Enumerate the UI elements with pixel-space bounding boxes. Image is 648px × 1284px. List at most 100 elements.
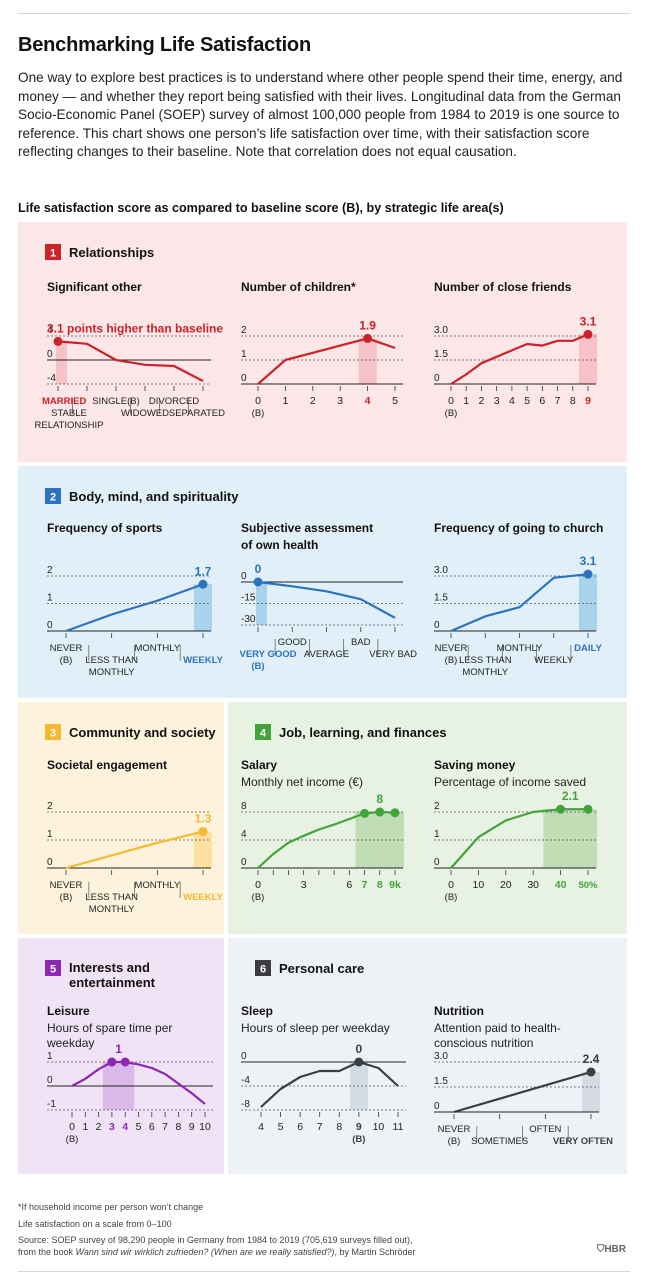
x-tick-label: 4 [122,1121,128,1133]
section-panel-interests [18,938,224,1174]
x-tick-label: VERY OFTEN [553,1136,613,1147]
highlight-point [586,1067,596,1077]
series-line [65,830,204,870]
section-title: Personal care [279,961,364,976]
y-tick-label: 1.5 [434,1076,448,1087]
highlight-value-label: 2.1 [562,789,579,803]
x-tick-label: NEVER [438,1124,471,1135]
x-tick-label: MONTHLY [497,643,543,654]
y-tick-label: 2 [434,801,440,812]
section-title: Body, mind, and spirituality [69,489,239,504]
x-tick-label: MONTHLY [89,904,135,915]
footnote-source-from: from the book [18,1247,76,1257]
x-tick-label: GOOD [278,637,307,648]
x-tick-label: 9k [389,879,401,891]
series-line [450,573,589,633]
chart-title: Salary [241,758,277,772]
footnote-source-line2: from the book Wann sind wir wirklich zuf… [18,1247,416,1257]
x-tick-label: 7 [362,879,368,891]
y-tick-label: 0 [47,620,53,631]
x-tick-label: RELATIONSHIP [35,420,104,431]
x-tick-label: 2 [310,395,316,407]
x-tick-label: 6 [297,1121,303,1133]
y-tick-label: 0 [241,1051,247,1062]
section-number-badge [255,724,271,740]
x-tick-label: 40 [555,879,567,891]
x-tick-label: BAD [351,637,371,648]
x-tick-label: MONTHLY [462,667,508,678]
x-tick-label: 4 [509,395,515,407]
highlight-band [579,334,597,384]
y-tick-label: 0 [434,373,440,384]
x-tick-label: 5 [392,395,398,407]
highlight-point [363,333,373,343]
x-tick-label: SEPARATED [169,408,225,419]
highlight-point [198,827,208,837]
section-panel-community [18,702,224,934]
y-tick-label: 3.0 [434,565,448,576]
highlight-band [56,341,67,384]
section-number-badge [255,960,271,976]
chart-title: Societal engagement [47,758,167,772]
x-tick-label: NEVER [50,880,83,891]
section-title: Job, learning, and finances [279,725,447,740]
x-tick-label: WEEKLY [534,655,574,666]
y-tick-label: 8 [241,801,247,812]
y-tick-label: 2 [47,801,53,812]
x-tick-label: NEVER [435,643,468,654]
x-tick-label: DIVORCED [149,396,199,407]
x-tick-label: 5 [524,395,530,407]
highlight-value-label: 8 [376,792,383,806]
y-tick-label: 0 [47,349,53,360]
section-title-line2: entertainment [69,975,156,990]
x-tick-label: AVERAGE [304,649,349,660]
series-line [65,583,204,633]
x-tick-label: SINGLE(B) [92,396,140,407]
x-tick-label: LESS THAN [85,655,138,666]
highlight-point [583,329,593,339]
x-tick-label: (B) [448,1136,461,1147]
x-tick-label: 8 [570,395,576,407]
y-tick-label: 1 [434,829,440,840]
x-tick-label: 3 [337,395,343,407]
highlight-band [543,809,597,868]
x-tick-label: LESS THAN [85,892,138,903]
series-line [257,810,396,869]
highlight-value-label: 0 [255,562,262,576]
x-tick-label: 9 [189,1121,195,1133]
highlight-point [107,1057,117,1067]
x-tick-label: MARRIED [42,396,86,407]
x-tick-label: 5 [278,1121,284,1133]
highlight-value-label: 0 [356,1042,363,1056]
x-tick-label: 0 [69,1121,75,1133]
y-tick-label: 1 [47,1051,53,1062]
chart-title: Life satisfaction score as compared to b… [18,201,504,215]
brand-name: HBR [604,1244,626,1255]
x-tick-label: NEVER [50,643,83,654]
x-tick-label: 4 [365,395,371,407]
x-tick-label: (B) [252,892,265,903]
x-tick-label: WEEKLY [183,892,223,903]
x-tick-label: STABLE [51,408,87,419]
highlight-point [198,579,208,589]
y-tick-label: 0 [434,857,440,868]
series-line [71,1060,206,1105]
x-tick-label: VERY GOOD [239,649,296,660]
x-tick-label: WIDOWED [121,408,169,419]
x-tick-label: 0 [448,395,454,407]
y-tick-label: 0 [47,857,53,868]
highlight-point [556,804,566,814]
section-title-line1: Interests and [69,960,150,975]
highlight-point [120,1057,130,1067]
y-tick-label: 0 [241,857,247,868]
y-tick-label: 3.0 [434,325,448,336]
footnote-source: Source: SOEP survey of 98,290 people in … [18,1235,413,1245]
chart-title: Frequency of sports [47,521,163,535]
x-tick-label: (B) [60,655,73,666]
x-tick-label: (B) [445,655,458,666]
highlight-value-label: 3.1 [580,314,597,328]
x-tick-label: VERY BAD [369,649,417,660]
y-tick-label: 4 [241,829,247,840]
section-number: 2 [50,492,56,504]
